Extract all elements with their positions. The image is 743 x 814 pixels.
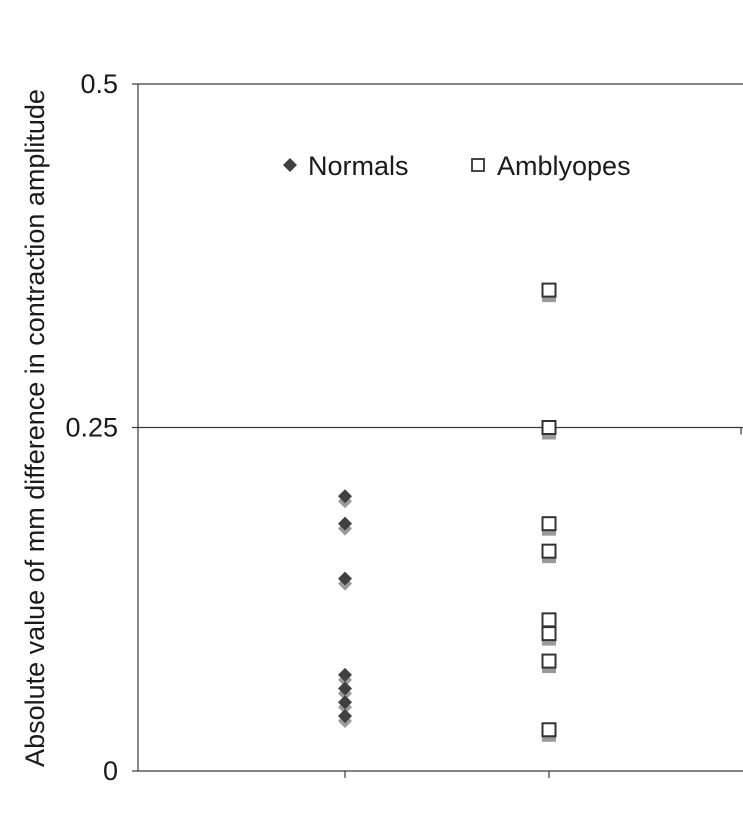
amblyopes-point (541, 282, 557, 298)
amblyopes-point (541, 612, 557, 628)
amblyopes-point (541, 626, 557, 642)
normals-point (338, 667, 352, 682)
normals-point (338, 709, 352, 724)
normals-point (338, 516, 352, 531)
y-tick-label: 0.5 (80, 69, 118, 99)
y-axis-title: Absolute value of mm difference in contr… (20, 89, 50, 767)
y-tick-labels: 0 0.25 0.5 (65, 69, 138, 786)
amblyopes-point (541, 420, 557, 435)
normals-point (338, 695, 352, 710)
legend-marker-amblyopes (471, 158, 485, 172)
normals-point (338, 681, 352, 696)
normals-point (338, 571, 352, 586)
legend-item-amblyopes: Amblyopes (471, 151, 631, 181)
axes (137, 83, 743, 772)
legend: Normals Amblyopes (283, 151, 631, 181)
legend-item-normals: Normals (283, 151, 409, 181)
amblyopes-point (541, 543, 557, 559)
legend-label-normals: Normals (308, 151, 409, 181)
legend-marker-normals (283, 158, 297, 172)
normals-point (338, 489, 352, 504)
legend-label-amblyopes: Amblyopes (497, 151, 631, 181)
y-tick-label: 0.25 (65, 413, 118, 443)
amblyopes-point (541, 722, 557, 738)
amblyopes-point (541, 653, 557, 669)
x-ticks (344, 771, 550, 778)
amblyopes-point (541, 516, 557, 532)
y-tick-label: 0 (103, 756, 118, 786)
data-points (338, 282, 557, 742)
